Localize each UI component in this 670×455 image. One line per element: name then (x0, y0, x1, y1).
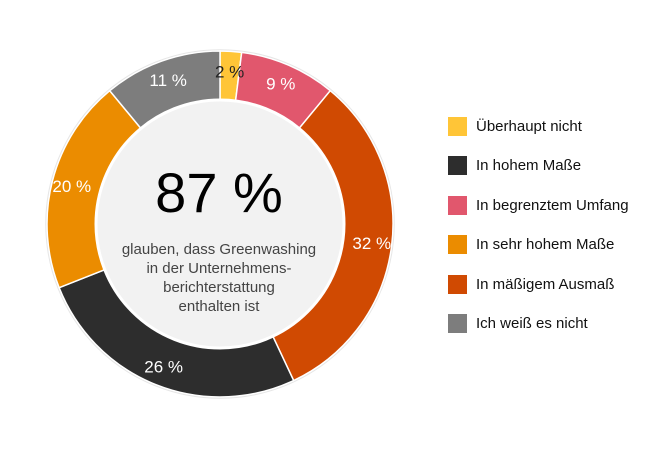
legend-item: In mäßigem Ausmaß (448, 272, 668, 311)
legend-swatch (448, 117, 467, 136)
legend-swatch (448, 313, 467, 333)
donut-center-disc (94, 98, 346, 350)
slice-value-label: 20 % (52, 177, 91, 196)
center-caption: glauben, dass Greenwashing in der Untern… (109, 240, 329, 316)
legend-label: Überhaupt nicht (476, 118, 582, 135)
chart-legend: Überhaupt nicht In hohem Maße In begrenz… (448, 114, 668, 350)
legend-item: In sehr hohem Maße (448, 232, 668, 271)
legend-item: Überhaupt nicht (448, 114, 668, 153)
legend-label: Ich weiß es nicht (476, 314, 588, 332)
center-caption-line: in der Unternehmens- (146, 260, 292, 277)
center-caption-line: glauben, dass Greenwashing (121, 241, 317, 258)
legend-swatch (448, 156, 467, 176)
legend-swatch (448, 235, 467, 255)
legend-label: In begrenztem Umfang (476, 196, 629, 214)
donut-slices (46, 50, 394, 398)
legend-label: In sehr hohem Maße (476, 236, 615, 254)
center-caption-line: enthalten ist (178, 298, 260, 315)
legend-item: In begrenztem Umfang (448, 193, 668, 232)
slice-value-label: 11 % (149, 71, 187, 90)
legend-label: In mäßigem Ausmaß (476, 275, 615, 293)
legend-item: In hohem Maße (448, 153, 668, 192)
center-caption-line: berichterstattung (163, 279, 275, 296)
legend-swatch (448, 195, 467, 215)
center-percentage: 87 % (155, 161, 283, 224)
legend-swatch (448, 274, 467, 294)
slice-value-label: 9 % (266, 75, 295, 94)
legend-label: In hohem Maße (476, 157, 582, 175)
slice-value-label: 32 % (352, 234, 391, 253)
slice-value-label: 2 % (215, 62, 244, 81)
donut-slice-labels: 2 % 9 % 32 % 26 % 20 % 11 % (52, 62, 391, 376)
slice-value-label: 26 % (144, 357, 183, 376)
legend-item: Ich weiß es nicht (448, 311, 668, 350)
